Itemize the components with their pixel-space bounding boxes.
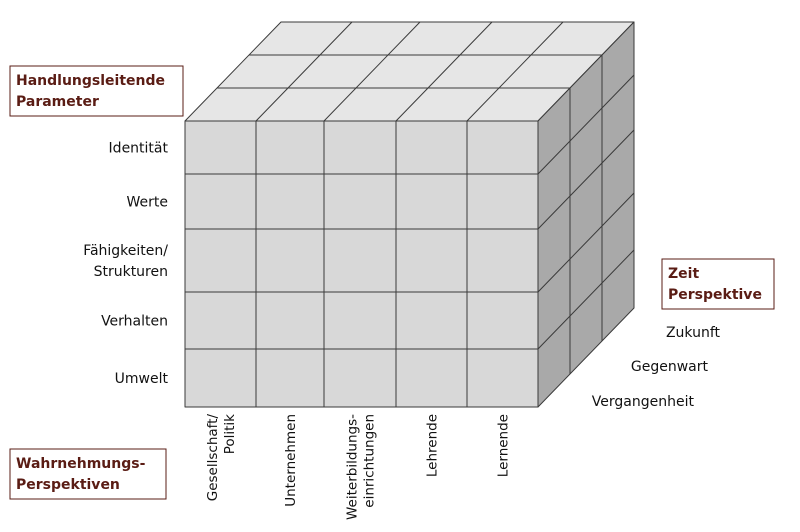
column-label: Lernende <box>496 414 512 477</box>
row-label: Werte <box>127 195 169 211</box>
time-layer-label: Vergangenheit <box>592 394 695 410</box>
row-label: Verhalten <box>101 314 168 330</box>
column-label: Politik <box>222 414 238 454</box>
row-label: Fähigkeiten/Strukturen <box>83 243 168 280</box>
time-perspective-box <box>661 258 775 310</box>
perception-perspective-box <box>9 448 167 500</box>
side-grid-line <box>537 74 635 175</box>
row-label: Umwelt <box>115 371 169 387</box>
column-label-group: Lernende <box>496 414 512 477</box>
side-grid-line <box>537 129 635 230</box>
column-label-group: Gesellschaft/Politik <box>205 414 238 502</box>
cube <box>184 21 635 408</box>
top-grid-line <box>466 21 564 122</box>
top-grid-line <box>255 21 353 122</box>
column-label: Gesellschaft/ <box>205 414 221 502</box>
cube-front-face <box>184 120 539 408</box>
column-label-group: Weiterbildungs-einrichtungen <box>345 414 378 520</box>
parameters-label: Handlungsleitende Parameter <box>16 73 165 110</box>
time-layer-label: Zukunft <box>666 325 721 341</box>
time-perspective-label: Zeit Perspektive <box>668 266 762 303</box>
side-grid-line <box>537 249 635 350</box>
column-label: Weiterbildungs- <box>345 414 361 520</box>
top-grid-line <box>395 21 493 122</box>
column-label: einrichtungen <box>362 414 378 508</box>
time-layer-label: Gegenwart <box>631 359 709 375</box>
column-label: Lehrende <box>425 414 441 477</box>
column-label-group: Unternehmen <box>283 414 299 507</box>
top-grid-line <box>323 21 421 122</box>
labels: Identität Werte Fähigkeiten/Strukturen Verh… <box>9 65 775 520</box>
side-grid-line <box>537 192 635 293</box>
row-label: Identität <box>109 141 169 157</box>
perception-perspective-label: Wahrnehmungs-Perspektiven <box>16 456 146 493</box>
column-label: Unternehmen <box>283 414 299 507</box>
column-label-group: Lehrende <box>425 414 441 477</box>
parameters-box <box>9 65 184 117</box>
